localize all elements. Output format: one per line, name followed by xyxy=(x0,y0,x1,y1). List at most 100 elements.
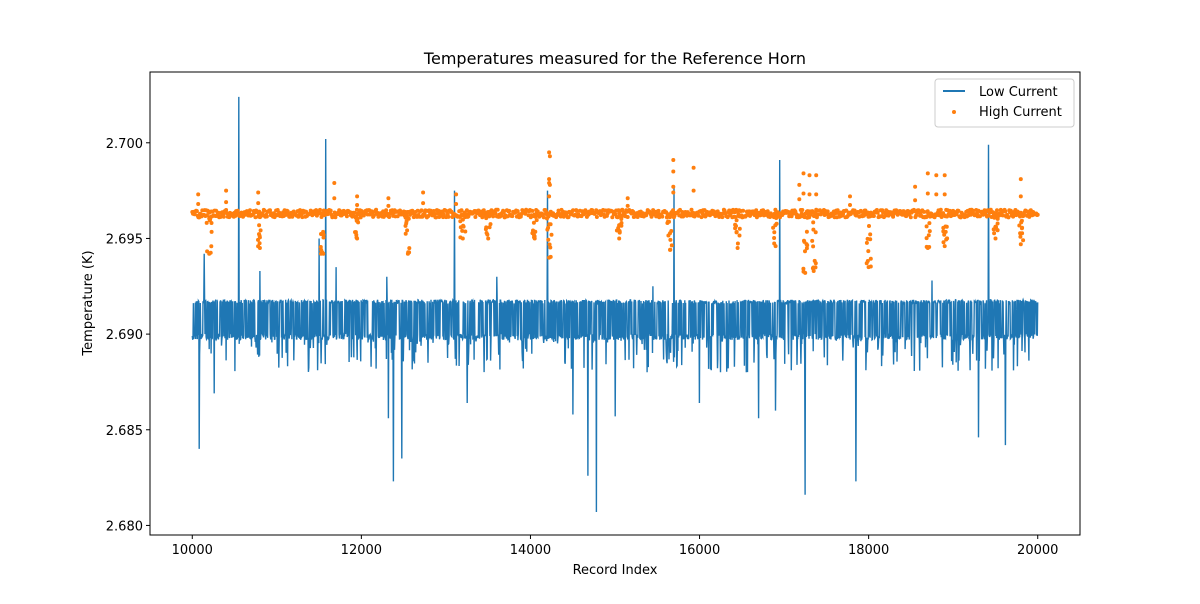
point-high-current xyxy=(998,207,1003,212)
point-high-current xyxy=(320,211,325,216)
x-tick-label: 16000 xyxy=(679,543,720,558)
point-high-current xyxy=(248,208,252,213)
point-high-current xyxy=(734,218,739,223)
point-high-current xyxy=(1021,238,1026,243)
point-high-current xyxy=(556,208,561,213)
y-tick-label: 2.680 xyxy=(106,519,143,534)
point-high-current xyxy=(262,208,267,213)
point-high-current xyxy=(934,173,939,178)
point-high-current xyxy=(1018,177,1023,182)
point-high-current xyxy=(495,207,500,212)
point-high-current xyxy=(548,245,553,250)
point-high-current xyxy=(811,265,816,270)
point-high-current xyxy=(610,215,615,220)
point-high-current xyxy=(405,251,410,256)
point-high-current xyxy=(801,266,806,271)
point-high-current xyxy=(547,150,552,155)
point-high-current xyxy=(813,230,818,235)
point-high-current xyxy=(224,208,229,212)
point-high-current xyxy=(801,171,806,176)
point-high-current xyxy=(332,196,337,201)
point-high-current xyxy=(941,229,946,234)
point-high-current xyxy=(355,203,360,207)
point-high-current xyxy=(741,208,746,213)
point-high-current xyxy=(908,215,913,220)
point-high-current xyxy=(797,197,802,202)
y-tick-label: 2.700 xyxy=(106,137,143,152)
point-high-current xyxy=(204,213,209,218)
point-high-current xyxy=(196,202,201,206)
point-high-current xyxy=(571,208,576,213)
point-high-current xyxy=(800,208,805,212)
point-high-current xyxy=(434,215,439,220)
point-high-current xyxy=(1017,223,1022,228)
point-high-current xyxy=(332,181,337,185)
point-high-current xyxy=(403,215,408,220)
point-high-current xyxy=(196,192,201,197)
point-high-current xyxy=(671,208,676,213)
point-high-current xyxy=(541,212,546,217)
point-high-current xyxy=(224,200,229,205)
point-high-current xyxy=(258,214,263,219)
point-high-current xyxy=(619,217,624,221)
point-high-current xyxy=(548,222,553,227)
legend: Low Current High Current xyxy=(934,78,1075,128)
point-high-current xyxy=(463,215,468,220)
point-high-current xyxy=(861,213,866,218)
point-high-current xyxy=(864,261,869,266)
point-high-current xyxy=(668,247,672,252)
point-high-current xyxy=(1006,215,1011,220)
point-high-current xyxy=(384,208,389,213)
point-high-current xyxy=(404,219,409,224)
point-high-current xyxy=(913,184,918,189)
plot-area xyxy=(149,71,1081,536)
point-high-current xyxy=(956,208,961,213)
point-high-current xyxy=(318,207,322,212)
point-high-current xyxy=(866,249,871,254)
point-high-current xyxy=(669,243,674,248)
point-high-current xyxy=(432,211,437,216)
point-high-current xyxy=(480,215,485,220)
point-high-current xyxy=(735,241,740,246)
point-high-current xyxy=(868,256,873,261)
point-high-current xyxy=(257,223,262,228)
point-high-current xyxy=(995,228,1000,233)
point-high-current xyxy=(466,214,471,219)
point-high-current xyxy=(532,236,537,241)
point-high-current xyxy=(194,209,199,214)
point-high-current xyxy=(924,236,929,241)
point-high-current xyxy=(734,224,738,228)
point-high-current xyxy=(257,233,262,238)
point-high-current xyxy=(216,210,221,215)
point-high-current xyxy=(925,191,930,196)
point-high-current xyxy=(848,194,852,199)
point-high-current xyxy=(352,210,357,215)
point-high-current xyxy=(318,245,323,249)
point-high-current xyxy=(992,215,997,220)
point-high-current xyxy=(625,215,630,219)
point-high-current xyxy=(773,244,778,249)
point-high-current xyxy=(992,231,997,236)
point-high-current xyxy=(264,214,269,219)
point-high-current xyxy=(532,212,537,217)
point-high-current xyxy=(619,221,624,225)
point-high-current xyxy=(473,215,478,219)
point-high-current xyxy=(891,211,896,216)
point-high-current xyxy=(871,214,876,218)
point-high-current xyxy=(499,213,504,218)
point-high-current xyxy=(355,236,360,241)
point-high-current xyxy=(355,194,360,199)
point-high-current xyxy=(656,208,661,213)
point-high-current xyxy=(671,169,676,174)
point-high-current xyxy=(487,225,492,230)
point-high-current xyxy=(258,228,263,233)
x-tick-label: 18000 xyxy=(848,543,889,558)
x-axis-label: Record Index xyxy=(573,563,658,578)
point-high-current xyxy=(256,190,261,195)
point-high-current xyxy=(925,246,930,250)
point-high-current xyxy=(268,208,272,213)
point-high-current xyxy=(1020,225,1025,230)
point-high-current xyxy=(866,265,871,270)
point-high-current xyxy=(1003,209,1008,214)
